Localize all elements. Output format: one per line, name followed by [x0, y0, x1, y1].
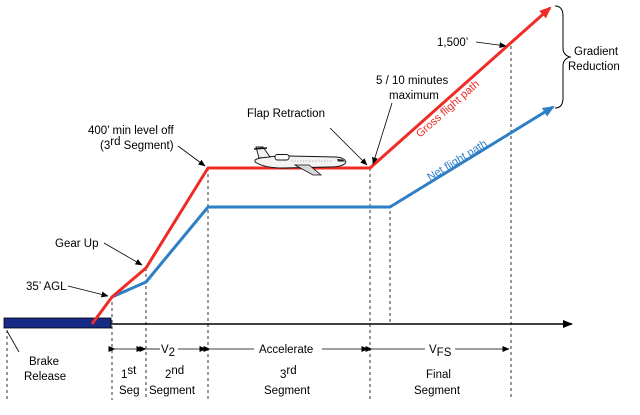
gradient-label-line1: Gradient — [574, 46, 619, 58]
segment-first-line1: 1st — [121, 365, 137, 381]
net-flight-path-label: Net flight path — [425, 138, 489, 184]
brake-release-line2: Release — [24, 371, 66, 383]
callout-gear-up: Gear Up — [55, 238, 143, 266]
altitude-1500-label: 1,500’ — [437, 37, 468, 49]
segment-labels: 1st Seg 2nd Segment 3rd Segment Final Se… — [119, 365, 461, 397]
gross-flight-path-line — [90, 6, 552, 325]
gradient-label-line2: Reduction — [568, 61, 620, 73]
callout-flap-retraction: Flap Retraction — [247, 108, 368, 166]
brake-release-line1: Brake — [29, 356, 59, 368]
net-flight-path-line — [111, 105, 555, 299]
minutes-label-line2: maximum — [389, 90, 439, 102]
agl-35-label: 35’ AGL — [26, 281, 67, 293]
callout-35-agl: 35’ AGL — [26, 281, 109, 298]
level-off-label-line1: 400’ min level off — [88, 125, 174, 137]
callout-minutes-maximum: 5 / 10 minutes maximum — [372, 75, 448, 165]
accelerate-label: Accelerate — [259, 344, 313, 356]
segment-second-line1: 2nd — [165, 365, 184, 381]
minutes-label-line1: 5 / 10 minutes — [376, 75, 448, 87]
gradient-reduction-brace: Gradient Reduction — [554, 5, 620, 109]
segment-final-line2: Segment — [414, 385, 461, 397]
v2-speed-label: V2 — [161, 344, 175, 359]
gross-flight-path-label: Gross flight path — [414, 78, 482, 140]
segment-second-line2: Segment — [149, 385, 196, 397]
segment-third-line2: Segment — [264, 385, 311, 397]
flap-retraction-label: Flap Retraction — [247, 108, 325, 120]
segment-final-line1: Final — [426, 369, 451, 381]
segment-first-line2: Seg — [119, 385, 139, 397]
level-off-label-line2: (3rd Segment) — [100, 136, 174, 152]
runway — [3, 317, 112, 329]
callout-1500-feet: 1,500’ — [437, 37, 507, 49]
brake-release-callout: Brake Release — [6, 330, 66, 383]
regional-jet-icon — [253, 146, 347, 176]
vfs-speed-label: VFS — [429, 344, 452, 359]
callout-level-off: 400’ min level off (3rd Segment) — [88, 125, 206, 167]
segment-third-line1: 3rd — [280, 365, 297, 381]
gear-up-label: Gear Up — [55, 238, 98, 250]
